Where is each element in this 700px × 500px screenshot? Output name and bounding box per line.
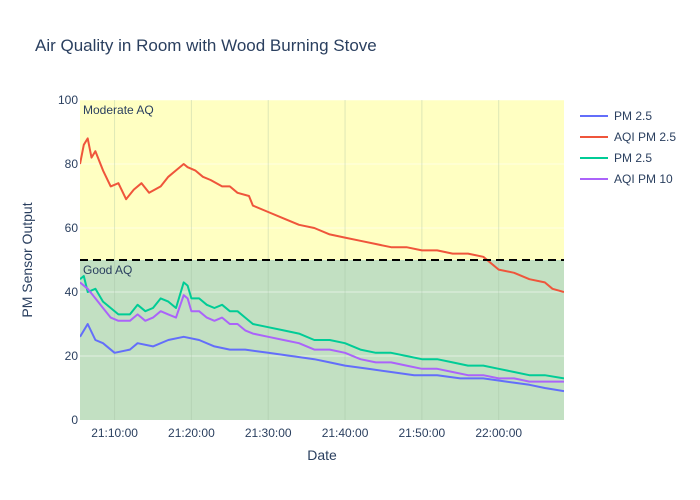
y-tick-label: 80 [65,157,79,171]
zone-labels: Good AQ Moderate AQ [83,103,154,277]
zone-label-0: Good AQ [83,263,132,277]
y-tick-label: 0 [71,413,78,427]
y-tick-label: 20 [65,349,79,363]
legend[interactable]: PM 2.5 AQI PM 2.5 PM 2.5 AQI PM 10 [580,109,676,186]
x-tick-label: 21:30:00 [245,426,292,440]
chart-title: Air Quality in Room with Wood Burning St… [35,36,377,55]
legend-label-0[interactable]: PM 2.5 [614,109,652,123]
series-line-0 [80,323,564,393]
series-lines [80,137,564,393]
y-axis-title: PM Sensor Output [19,202,35,317]
zone-band-1 [80,100,564,260]
y-tick-label: 60 [65,221,79,235]
zone-label-1: Moderate AQ [83,103,154,117]
legend-label-3[interactable]: AQI PM 10 [614,172,673,186]
x-tick-label: 21:10:00 [91,426,138,440]
legend-label-2[interactable]: PM 2.5 [614,151,652,165]
legend-label-1[interactable]: AQI PM 2.5 [614,130,676,144]
x-tick-labels: 21:10:00 21:20:00 21:30:00 21:40:00 21:50:00… [91,426,522,440]
y-tick-labels: 0 20 40 60 80 100 [58,93,78,427]
x-tick-label: 21:20:00 [168,426,215,440]
x-tick-label: 22:00:00 [475,426,522,440]
series-line-3 [80,281,564,383]
y-tick-label: 40 [65,285,79,299]
zones [80,100,564,420]
x-tick-label: 21:50:00 [399,426,446,440]
series-line-2 [80,275,564,380]
series-line-1 [80,137,564,293]
x-tick-label: 21:40:00 [322,426,369,440]
y-tick-label: 100 [58,93,78,107]
x-axis-title: Date [307,447,337,463]
